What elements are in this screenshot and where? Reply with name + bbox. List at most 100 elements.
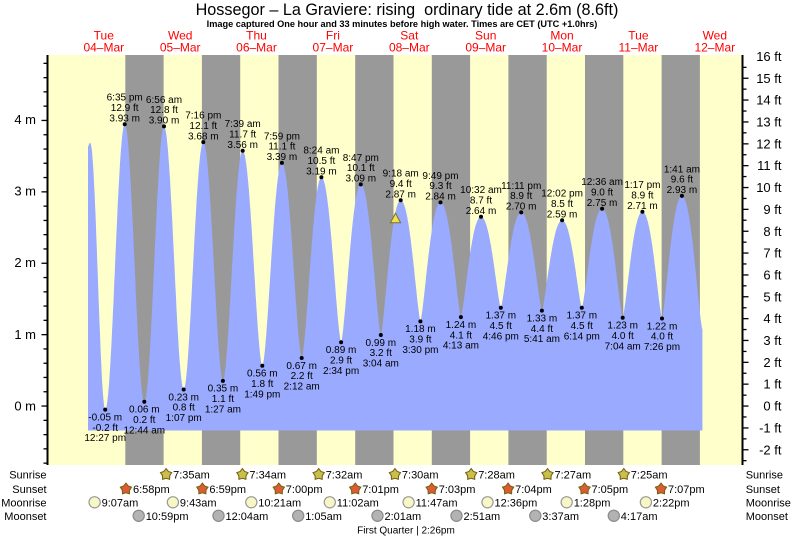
svg-text:2.84 m: 2.84 m	[425, 192, 456, 203]
svg-text:2.64 m: 2.64 m	[466, 206, 497, 217]
svg-text:0 m: 0 m	[14, 399, 36, 414]
svg-text:10.1 ft: 10.1 ft	[347, 163, 375, 174]
svg-text:4.1 ft: 4.1 ft	[450, 330, 472, 341]
svg-text:6:56 am: 6:56 am	[146, 95, 182, 106]
svg-text:8.7 ft: 8.7 ft	[470, 196, 492, 207]
svg-text:16 ft: 16 ft	[756, 49, 782, 64]
svg-text:9:43am: 9:43am	[180, 498, 217, 510]
svg-text:7:04pm: 7:04pm	[515, 484, 552, 496]
svg-text:3.68 m: 3.68 m	[188, 131, 219, 142]
svg-text:12–Mar: 12–Mar	[694, 40, 735, 54]
svg-text:Sunset: Sunset	[746, 484, 780, 496]
svg-text:2.59 m: 2.59 m	[547, 210, 578, 221]
svg-text:1:27 am: 1:27 am	[205, 405, 241, 416]
svg-text:1.24 m: 1.24 m	[446, 320, 477, 331]
svg-text:7:27am: 7:27am	[555, 470, 592, 482]
svg-text:7:04 am: 7:04 am	[605, 341, 641, 352]
svg-text:-1 ft: -1 ft	[759, 421, 782, 436]
svg-text:4.5 ft: 4.5 ft	[490, 321, 512, 332]
svg-text:14 ft: 14 ft	[756, 93, 782, 108]
svg-text:2 ft: 2 ft	[763, 355, 781, 370]
svg-text:4:46 pm: 4:46 pm	[483, 331, 519, 342]
svg-text:4.0 ft: 4.0 ft	[651, 332, 673, 343]
svg-text:7:59 pm: 7:59 pm	[264, 131, 300, 142]
svg-text:10 ft: 10 ft	[756, 180, 782, 195]
svg-text:Sat: Sat	[400, 28, 419, 42]
svg-text:0.56 m: 0.56 m	[247, 369, 278, 380]
svg-text:6:59pm: 6:59pm	[209, 484, 246, 496]
svg-text:6:14 pm: 6:14 pm	[564, 331, 600, 342]
svg-text:2.2 ft: 2.2 ft	[291, 371, 313, 382]
svg-text:2:34 pm: 2:34 pm	[323, 366, 359, 377]
svg-text:1.23 m: 1.23 m	[607, 321, 638, 332]
svg-text:6:35 pm: 6:35 pm	[107, 93, 143, 104]
svg-text:3.19 m: 3.19 m	[306, 167, 337, 178]
svg-text:Thu: Thu	[246, 28, 267, 42]
svg-text:-0.2 ft: -0.2 ft	[92, 423, 118, 434]
svg-text:7:00pm: 7:00pm	[286, 484, 323, 496]
svg-text:4 m: 4 m	[14, 112, 36, 127]
svg-text:8.9 ft: 8.9 ft	[510, 191, 532, 202]
svg-text:3.93 m: 3.93 m	[109, 113, 140, 124]
svg-text:12:36pm: 12:36pm	[495, 498, 538, 510]
svg-text:12.1 ft: 12.1 ft	[189, 121, 217, 132]
svg-text:First Quarter | 2:26pm: First Quarter | 2:26pm	[357, 525, 455, 536]
svg-text:11 ft: 11 ft	[757, 158, 782, 173]
svg-text:13 ft: 13 ft	[756, 115, 782, 130]
svg-text:1.33 m: 1.33 m	[527, 313, 558, 324]
svg-text:10:21am: 10:21am	[258, 498, 301, 510]
svg-text:6 ft: 6 ft	[763, 268, 781, 283]
svg-text:7:30am: 7:30am	[402, 470, 439, 482]
svg-text:0.2 ft: 0.2 ft	[133, 415, 155, 426]
svg-text:3.09 m: 3.09 m	[346, 174, 377, 185]
svg-text:7:34am: 7:34am	[249, 470, 286, 482]
svg-text:7:28am: 7:28am	[478, 470, 515, 482]
svg-text:7:26 pm: 7:26 pm	[644, 342, 680, 353]
svg-text:Moonrise: Moonrise	[746, 498, 791, 510]
svg-text:3.2 ft: 3.2 ft	[370, 348, 392, 359]
svg-text:12:44 am: 12:44 am	[123, 425, 165, 436]
svg-text:Moonset: Moonset	[746, 511, 788, 523]
svg-text:7:07pm: 7:07pm	[668, 484, 705, 496]
svg-text:3:04 am: 3:04 am	[363, 359, 399, 370]
svg-text:10:59pm: 10:59pm	[146, 511, 189, 523]
svg-text:0.99 m: 0.99 m	[366, 338, 397, 349]
svg-text:12:27 pm: 12:27 pm	[84, 433, 126, 444]
svg-text:3.56 m: 3.56 m	[227, 140, 258, 151]
svg-text:11.7 ft: 11.7 ft	[229, 130, 256, 141]
svg-text:4:17am: 4:17am	[621, 511, 658, 523]
svg-text:7:03pm: 7:03pm	[439, 484, 476, 496]
svg-text:4.5 ft: 4.5 ft	[571, 321, 593, 332]
svg-text:-2 ft: -2 ft	[759, 442, 782, 457]
svg-text:05–Mar: 05–Mar	[160, 40, 201, 54]
svg-text:12:02 pm: 12:02 pm	[541, 189, 583, 200]
svg-text:-0.05 m: -0.05 m	[88, 412, 122, 423]
svg-text:2 m: 2 m	[14, 255, 36, 270]
svg-text:11.1 ft: 11.1 ft	[268, 142, 295, 153]
svg-text:9.0 ft: 9.0 ft	[591, 188, 613, 199]
svg-text:1:05am: 1:05am	[305, 511, 342, 523]
svg-text:2:12 am: 2:12 am	[284, 382, 320, 393]
svg-text:5 ft: 5 ft	[763, 289, 781, 304]
svg-text:6:58pm: 6:58pm	[133, 484, 170, 496]
svg-text:9.6 ft: 9.6 ft	[671, 175, 693, 186]
svg-text:1.1 ft: 1.1 ft	[212, 394, 234, 405]
svg-text:Hossegor – La Graviere: rising: Hossegor – La Graviere: rising ordinary …	[196, 1, 619, 19]
svg-text:08–Mar: 08–Mar	[389, 40, 430, 54]
svg-text:Sunrise: Sunrise	[9, 470, 46, 482]
svg-text:Wed: Wed	[703, 28, 727, 42]
svg-text:1.8 ft: 1.8 ft	[251, 379, 273, 390]
svg-text:Sunset: Sunset	[12, 484, 46, 496]
svg-text:Sun: Sun	[475, 28, 496, 42]
svg-text:2:22pm: 2:22pm	[653, 498, 690, 510]
svg-text:11:47am: 11:47am	[416, 498, 458, 510]
svg-text:9.4 ft: 9.4 ft	[390, 179, 412, 190]
svg-text:7:35am: 7:35am	[173, 470, 210, 482]
svg-text:8.5 ft: 8.5 ft	[551, 199, 573, 210]
svg-text:11:02am: 11:02am	[337, 498, 379, 510]
svg-text:0.8 ft: 0.8 ft	[173, 403, 195, 414]
svg-text:7:01pm: 7:01pm	[362, 484, 399, 496]
svg-text:2.9 ft: 2.9 ft	[330, 355, 352, 366]
svg-text:1:17 pm: 1:17 pm	[624, 180, 660, 191]
svg-text:8:24 am: 8:24 am	[303, 146, 339, 157]
